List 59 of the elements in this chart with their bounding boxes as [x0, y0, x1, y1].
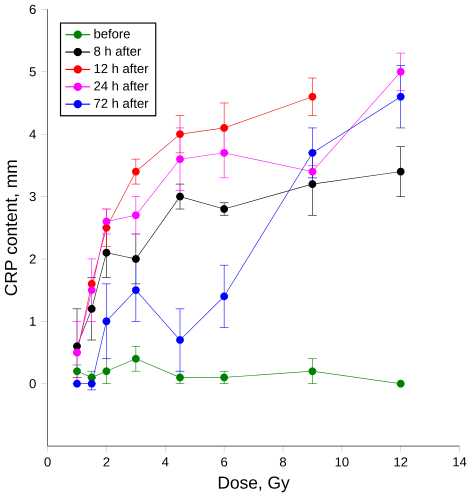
point [220, 205, 228, 213]
y-tick-label: 2 [30, 254, 36, 264]
y-tick-label: 4 [30, 130, 36, 139]
y-tick-label: 1 [30, 316, 36, 326]
point [73, 367, 82, 376]
point [88, 304, 96, 313]
x-tick-label: 2 [104, 457, 110, 466]
point [132, 255, 140, 263]
point [308, 92, 317, 101]
point [102, 317, 111, 326]
point [102, 248, 111, 257]
y-tick-label: 6 [30, 4, 36, 14]
point [308, 168, 317, 176]
x-tick-label: 10 [336, 457, 349, 467]
point [102, 224, 111, 232]
point [220, 374, 228, 382]
point [396, 68, 405, 76]
point [132, 211, 140, 220]
point [132, 354, 140, 363]
x-tick-label: 4 [162, 457, 169, 466]
point [88, 380, 96, 388]
x-tick-label: 12 [394, 457, 408, 466]
point [176, 155, 184, 164]
point [308, 180, 317, 188]
legend-label: before [94, 28, 130, 38]
legend-label: 24 h after [94, 80, 148, 91]
point [220, 148, 228, 157]
point [176, 192, 184, 200]
point [88, 374, 96, 382]
point [102, 218, 111, 226]
point [73, 380, 82, 388]
point [308, 148, 317, 157]
point [176, 374, 184, 382]
y-tick-label: 5 [30, 67, 36, 76]
point [396, 380, 405, 388]
y-tick-label: 3 [30, 192, 36, 202]
point [73, 342, 82, 350]
x-tick-label: 8 [280, 457, 286, 467]
x-tick-label: 14 [454, 457, 467, 466]
point [132, 168, 140, 176]
point [88, 286, 96, 294]
point [308, 367, 317, 376]
x-tick-label: 0 [44, 457, 51, 467]
y-axis-title: CRP content, mm [5, 160, 20, 296]
legend-label: 12 h after [94, 64, 148, 74]
legend-label: 8 h after [94, 46, 142, 56]
point [88, 280, 96, 288]
legend-label: 72 h after [94, 98, 148, 108]
point [176, 336, 184, 344]
x-tick-label: 6 [221, 457, 228, 467]
x-axis-title: Dose, Gy [219, 476, 290, 492]
point [396, 168, 405, 176]
point [396, 92, 405, 101]
point [220, 292, 228, 300]
point [132, 286, 140, 294]
point [176, 130, 184, 138]
y-tick-label: 0 [30, 379, 36, 388]
point [220, 124, 228, 132]
point [102, 367, 111, 376]
